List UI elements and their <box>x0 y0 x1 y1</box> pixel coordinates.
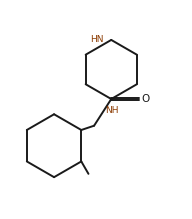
Text: HN: HN <box>90 35 103 44</box>
Text: O: O <box>142 94 150 104</box>
Text: NH: NH <box>105 106 119 115</box>
